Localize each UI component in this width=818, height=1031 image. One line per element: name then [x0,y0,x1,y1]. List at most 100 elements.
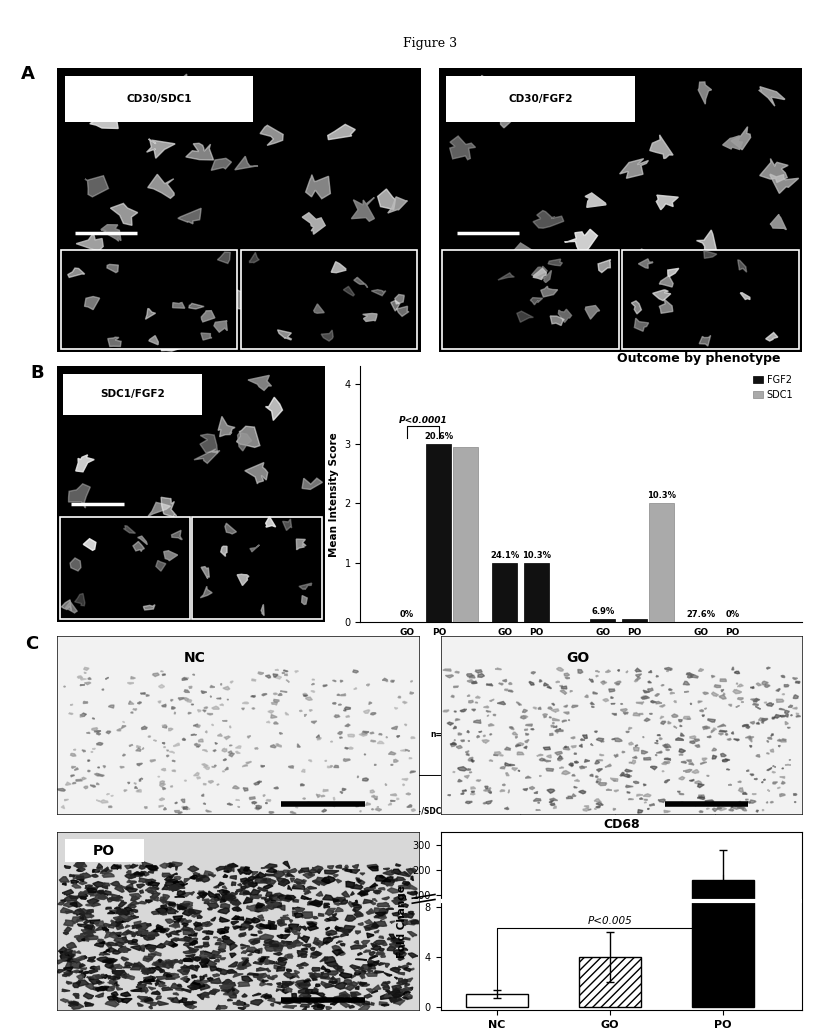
Polygon shape [506,772,509,775]
Polygon shape [74,908,84,916]
Polygon shape [256,968,267,971]
Polygon shape [398,696,400,698]
Polygon shape [793,794,797,795]
Polygon shape [733,806,742,809]
Polygon shape [310,947,315,951]
Polygon shape [95,975,101,979]
Polygon shape [255,907,263,912]
Polygon shape [244,867,249,871]
Polygon shape [75,995,79,998]
Polygon shape [89,957,96,961]
Polygon shape [498,684,503,685]
Polygon shape [303,993,308,995]
Polygon shape [309,900,322,906]
Polygon shape [384,876,393,883]
Polygon shape [362,970,366,972]
Polygon shape [190,1001,196,1004]
Polygon shape [73,875,81,878]
Polygon shape [600,755,604,756]
Polygon shape [130,964,135,967]
Polygon shape [67,942,76,949]
Polygon shape [189,940,197,945]
Polygon shape [143,968,155,974]
Polygon shape [78,893,88,898]
Polygon shape [240,890,249,895]
Polygon shape [784,710,789,713]
Polygon shape [182,893,191,897]
Polygon shape [100,891,111,895]
Polygon shape [330,766,333,767]
Polygon shape [336,941,342,943]
Polygon shape [594,799,601,802]
Polygon shape [292,994,297,998]
Polygon shape [284,972,295,977]
Polygon shape [80,968,87,970]
Polygon shape [237,869,246,874]
Polygon shape [370,790,375,793]
Polygon shape [614,790,618,792]
Polygon shape [73,982,80,988]
Polygon shape [316,735,319,738]
Polygon shape [197,983,204,985]
Polygon shape [311,691,314,693]
Polygon shape [362,313,377,322]
Polygon shape [325,928,330,930]
Polygon shape [139,779,141,781]
Polygon shape [311,991,319,994]
Polygon shape [85,175,109,197]
Polygon shape [121,957,128,961]
Polygon shape [101,867,108,872]
Text: 10.3%: 10.3% [646,491,676,500]
Polygon shape [166,934,171,937]
Polygon shape [148,954,156,958]
Polygon shape [290,942,296,947]
Polygon shape [316,869,321,873]
Polygon shape [224,871,229,872]
Polygon shape [132,939,137,942]
Polygon shape [265,899,272,902]
Polygon shape [217,938,222,941]
Polygon shape [303,980,305,983]
Polygon shape [183,943,191,946]
Polygon shape [171,862,182,866]
Polygon shape [129,894,142,899]
Polygon shape [584,805,588,808]
Polygon shape [196,916,202,919]
Polygon shape [227,803,232,805]
Polygon shape [158,403,174,412]
Polygon shape [595,760,600,764]
Polygon shape [362,1003,370,1005]
Polygon shape [317,993,325,997]
Polygon shape [71,766,76,768]
Polygon shape [224,927,229,931]
Polygon shape [188,966,193,969]
Polygon shape [142,559,150,579]
Polygon shape [151,991,160,995]
Polygon shape [723,693,724,695]
Polygon shape [353,670,358,673]
Polygon shape [124,887,129,889]
Polygon shape [298,983,310,986]
Polygon shape [230,875,236,879]
Polygon shape [380,941,387,945]
Polygon shape [245,463,267,484]
Polygon shape [504,689,507,691]
Polygon shape [128,940,135,944]
Polygon shape [72,917,80,923]
Polygon shape [349,870,360,873]
Polygon shape [325,910,334,916]
Polygon shape [762,719,767,722]
Polygon shape [523,716,528,718]
Polygon shape [337,694,339,696]
Polygon shape [96,926,107,931]
Polygon shape [543,747,550,750]
Polygon shape [675,738,683,740]
Polygon shape [510,764,515,766]
Polygon shape [173,880,184,887]
Polygon shape [97,774,104,776]
Polygon shape [176,931,181,933]
Polygon shape [296,882,300,886]
Polygon shape [749,722,754,724]
Polygon shape [129,701,131,704]
Polygon shape [205,731,207,733]
